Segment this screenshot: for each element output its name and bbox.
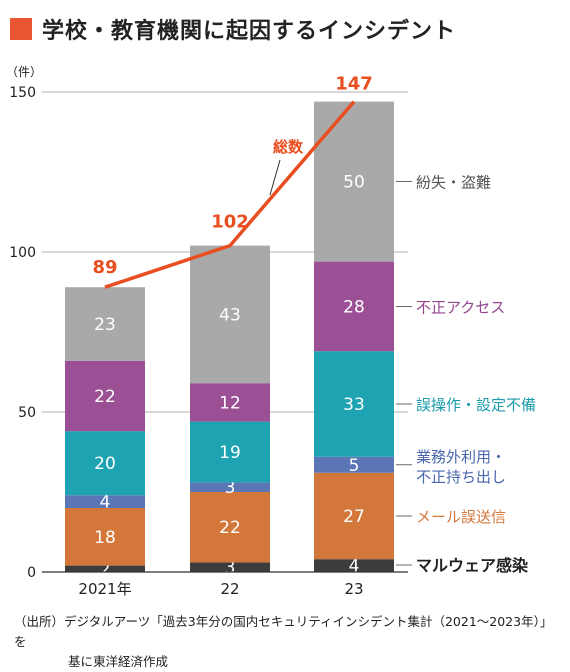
segment-value-label: 22 (94, 387, 116, 407)
segment-value-label: 12 (219, 393, 241, 413)
bar-segment (190, 245, 270, 384)
legend-label: メール誤送信 (416, 508, 506, 526)
segment-value-label: 3 (225, 558, 236, 578)
total-series-label: 総数 (273, 138, 304, 156)
bar-segment (65, 508, 145, 566)
segment-value-label: 43 (219, 305, 241, 325)
stacked-bar-chart: （件） 0 50 100 150 2 18 4 20 22 23 3 22 3 19 12 43 4 27 5 33 28… (6, 65, 536, 598)
legend-label: 誤操作・設定不備 (416, 396, 536, 414)
legend-label: マルウェア感染 (416, 556, 529, 575)
segment-value-label: 19 (219, 443, 241, 463)
chart-header: 学校・教育機関に起因するインシデント (10, 14, 456, 44)
bar-segment (65, 287, 145, 361)
total-value-label: 89 (92, 257, 117, 278)
bar-segment (190, 421, 270, 483)
y-tick-label-0: 0 (27, 565, 36, 581)
segment-value-label: 22 (219, 518, 241, 538)
total-label-leader (269, 159, 281, 196)
x-tick-label: 2021年 (78, 580, 131, 598)
bar-segment (65, 565, 145, 572)
bar-segment (65, 495, 145, 508)
legend-label: 不正アクセス (416, 298, 505, 316)
segment-value-label: 33 (343, 395, 365, 415)
segment-value-label: 4 (100, 493, 111, 513)
bar-segment (65, 431, 145, 496)
bar-segment (314, 559, 394, 572)
legend-label: 紛失・盗難 (416, 174, 491, 192)
bar-segment (314, 472, 394, 560)
y-tick-label-150: 150 (9, 85, 36, 101)
bar-segment (65, 360, 145, 432)
bar-segment (190, 482, 270, 492)
segment-value-label: 28 (343, 297, 365, 317)
segment-value-label: 2 (100, 560, 111, 580)
segment-value-label: 27 (343, 507, 365, 527)
bar-segment (190, 492, 270, 563)
segment-value-label: 20 (94, 454, 116, 474)
segment-value-label: 5 (349, 456, 360, 476)
bar-segment (190, 562, 270, 572)
bar-segment (314, 101, 394, 262)
segment-value-label: 3 (225, 478, 236, 498)
y-unit-label: （件） (6, 65, 42, 79)
y-tick-label-50: 50 (18, 405, 36, 421)
total-value-label: 102 (211, 212, 249, 233)
bar-segment (314, 261, 394, 352)
title-marker-icon (10, 18, 32, 40)
y-tick-label-100: 100 (9, 245, 36, 261)
segment-value-label: 23 (94, 315, 116, 335)
bar-segment (314, 351, 394, 457)
total-line (104, 100, 356, 289)
bar-segment (314, 456, 394, 473)
segment-value-label: 18 (94, 528, 116, 548)
chart-title: 学校・教育機関に起因するインシデント (42, 19, 457, 44)
x-tick-label: 23 (344, 580, 363, 598)
total-value-label: 147 (335, 74, 373, 95)
source-note: （出所）デジタルアーツ「過去3年分の国内セキュリティインシデント集計（2021～… (14, 612, 562, 672)
legend-label-line2: 不正持ち出し (416, 468, 506, 486)
bar-segment (190, 383, 270, 422)
source-line-2: 基に東洋経済作成 (68, 654, 169, 669)
segment-value-label: 4 (349, 557, 360, 577)
legend-label: 業務外利用・ (416, 448, 506, 466)
source-line-1: （出所）デジタルアーツ「過去3年分の国内セキュリティインシデント集計（2021～… (14, 614, 553, 649)
segment-value-label: 50 (343, 173, 365, 193)
x-tick-label: 22 (220, 580, 239, 598)
